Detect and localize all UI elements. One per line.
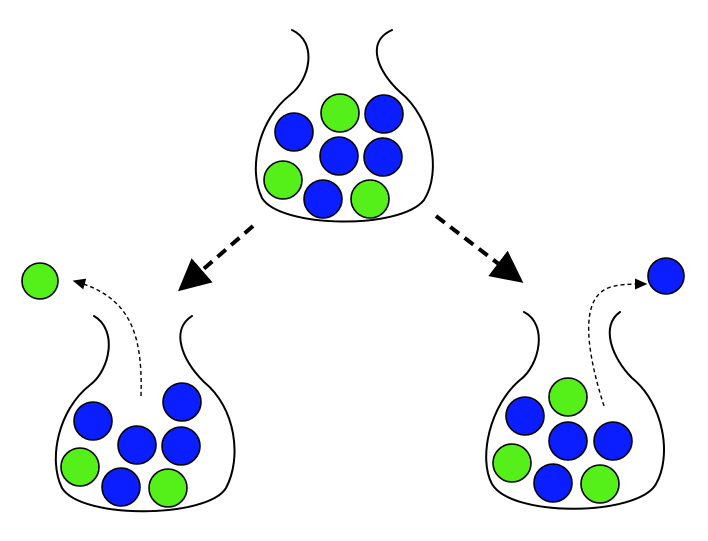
blue-ball [593, 421, 633, 461]
blue-ball [548, 421, 588, 461]
urn-top [254, 29, 434, 223]
blue-ball [73, 401, 113, 441]
green-ball [580, 464, 620, 504]
green-ball [492, 443, 532, 483]
green-ball [350, 179, 390, 219]
blue-ball [505, 396, 545, 436]
blue-ball [161, 426, 201, 466]
drawn-ball-left [21, 262, 59, 300]
urn-top-outline [254, 29, 434, 223]
urn-bottom-left-balls [60, 382, 202, 508]
arrow-to-left-urn [177, 224, 255, 292]
blue-ball [162, 382, 202, 422]
drawn-ball-right [647, 257, 685, 295]
blue-ball [363, 137, 403, 177]
green-ball [263, 160, 303, 200]
draw-arrow-left [72, 278, 142, 397]
urn-bottom-right [485, 311, 665, 510]
urn-bottom-left-outline [54, 315, 236, 513]
blue-ball [319, 136, 359, 176]
green-ball [548, 377, 588, 417]
draw-arrow-right [588, 278, 648, 407]
urn-bottom-left [54, 315, 236, 513]
arrow-to-right-urn [434, 214, 524, 283]
urn-top-balls [263, 93, 404, 219]
blue-ball [274, 112, 314, 152]
blue-ball [364, 94, 404, 134]
blue-ball [303, 179, 343, 219]
green-ball [148, 468, 188, 508]
green-ball [320, 93, 360, 133]
urn-bottom-right-outline [485, 311, 665, 510]
blue-ball [101, 467, 141, 507]
green-ball [60, 447, 100, 487]
blue-ball [533, 463, 573, 503]
urn-bottom-right-balls [492, 377, 633, 504]
blue-ball [117, 425, 157, 465]
